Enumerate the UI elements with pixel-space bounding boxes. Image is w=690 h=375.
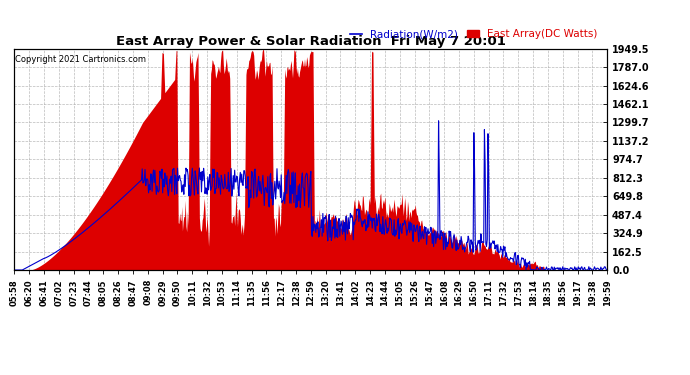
Legend: Radiation(W/m2), East Array(DC Watts): Radiation(W/m2), East Array(DC Watts) (346, 25, 602, 44)
Text: Copyright 2021 Cartronics.com: Copyright 2021 Cartronics.com (15, 56, 146, 64)
Title: East Array Power & Solar Radiation  Fri May 7 20:01: East Array Power & Solar Radiation Fri M… (115, 34, 506, 48)
